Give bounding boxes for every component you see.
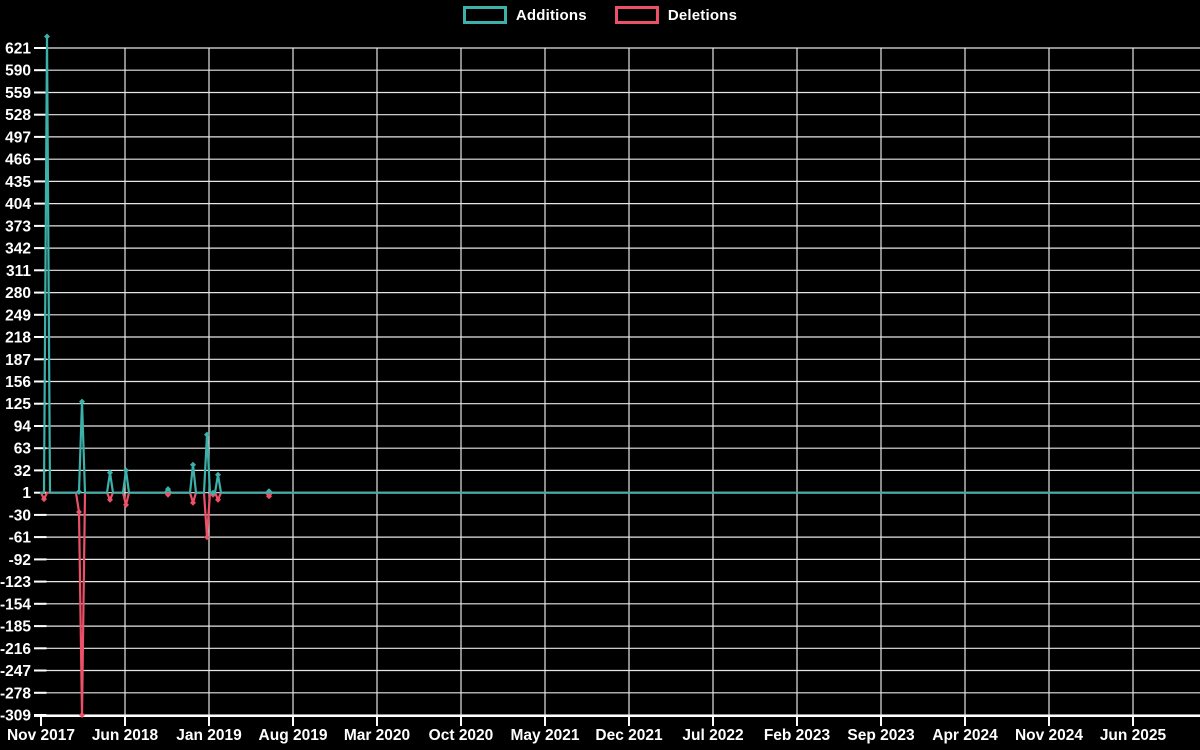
additions-series bbox=[39, 33, 1200, 496]
additions-point-markers bbox=[44, 33, 272, 496]
y-tick-label: -247 bbox=[0, 663, 31, 680]
y-tick-label: -309 bbox=[0, 708, 31, 725]
chart-legend: Additions Deletions bbox=[0, 6, 1200, 24]
y-tick-label: 249 bbox=[5, 307, 31, 324]
x-tick-label: Jul 2022 bbox=[682, 727, 743, 744]
y-tick-label: -216 bbox=[0, 641, 31, 658]
y-tick-label: -278 bbox=[0, 685, 31, 702]
y-tick-label: 373 bbox=[5, 218, 31, 235]
y-tick-label: -185 bbox=[0, 619, 31, 636]
y-gridlines bbox=[34, 47, 1200, 716]
x-tick-label: Apr 2024 bbox=[932, 727, 998, 744]
legend-item-deletions: Deletions bbox=[614, 6, 738, 24]
x-tick-label: Sep 2023 bbox=[847, 727, 915, 744]
x-gridlines bbox=[124, 48, 1134, 715]
y-tick-label: 218 bbox=[5, 330, 31, 347]
y-tick-label: 280 bbox=[5, 285, 31, 302]
y-tick-label: 404 bbox=[5, 196, 31, 213]
deletions-swatch-icon bbox=[614, 6, 659, 24]
y-tick-label: 1 bbox=[22, 485, 31, 502]
x-tick-label: Jun 2018 bbox=[92, 727, 159, 744]
y-tick-label: 125 bbox=[5, 396, 31, 413]
x-tick-label: Mar 2020 bbox=[344, 727, 410, 744]
y-tick-label: 559 bbox=[5, 85, 31, 102]
x-tick-label: Dec 2021 bbox=[595, 727, 663, 744]
y-tick-label: 63 bbox=[14, 441, 32, 458]
legend-label-deletions: Deletions bbox=[667, 6, 738, 24]
y-tick-label: -61 bbox=[9, 530, 32, 547]
x-tick-label: May 2021 bbox=[511, 727, 580, 744]
legend-label-additions: Additions bbox=[515, 6, 587, 24]
deletions-point-markers bbox=[41, 491, 272, 718]
x-tick-label: Feb 2023 bbox=[764, 727, 831, 744]
x-tick-label: Aug 2019 bbox=[259, 727, 328, 744]
y-tick-label: 311 bbox=[6, 263, 31, 280]
y-tick-label: 497 bbox=[5, 129, 31, 146]
legend-item-additions: Additions bbox=[462, 6, 587, 24]
y-tick-label: -30 bbox=[9, 507, 31, 524]
x-tick-label: Jun 2025 bbox=[1100, 727, 1167, 744]
y-tick-label: 466 bbox=[5, 152, 31, 169]
deletions-series bbox=[39, 491, 1200, 718]
y-tick-label: 187 bbox=[5, 352, 31, 369]
y-tick-label: 528 bbox=[5, 107, 31, 124]
x-tick-label: Nov 2024 bbox=[1015, 727, 1083, 744]
x-tick-label: Jan 2019 bbox=[176, 727, 242, 744]
x-tick-label: Oct 2020 bbox=[429, 727, 494, 744]
y-tick-label: -92 bbox=[9, 552, 31, 569]
y-tick-label: 32 bbox=[14, 463, 31, 480]
y-tick-label: 435 bbox=[5, 174, 31, 191]
additions-line bbox=[39, 35, 1200, 494]
y-tick-label: 342 bbox=[5, 241, 31, 258]
y-tick-label: 94 bbox=[14, 419, 32, 436]
y-axis-ticks: 621 590 559 528 497 466 435 404 373 342 311 280 249 2… bbox=[0, 41, 47, 725]
x-axis-ticks: Nov 2017 Jun 2018 Jan 2019 Aug 2019 Mar 2020… bbox=[7, 716, 1167, 744]
y-tick-label: 590 bbox=[5, 63, 31, 80]
y-tick-label: 621 bbox=[5, 41, 31, 58]
y-tick-label: -154 bbox=[0, 596, 31, 613]
y-tick-label: -123 bbox=[0, 574, 31, 591]
additions-swatch-icon bbox=[462, 6, 507, 24]
y-tick-label: 156 bbox=[5, 374, 31, 391]
x-tick-label: Nov 2017 bbox=[7, 727, 75, 744]
